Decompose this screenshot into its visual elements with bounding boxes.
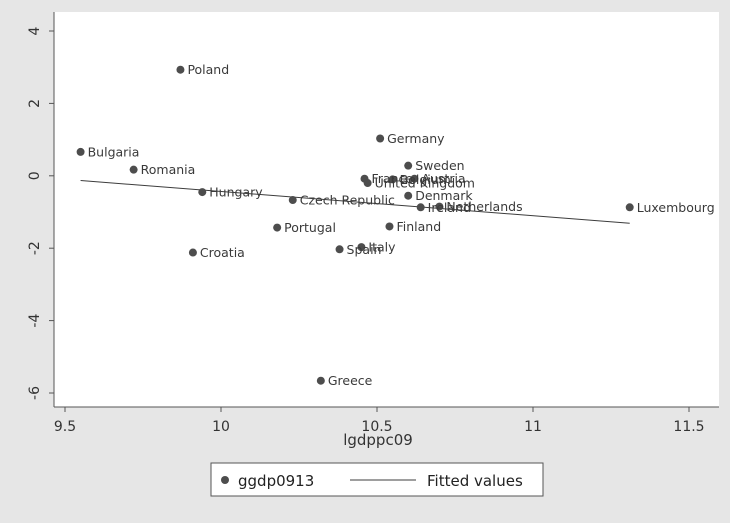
point-luxembourg — [625, 203, 634, 212]
y-tick-label-4: 4 — [27, 26, 43, 35]
point-hungary — [198, 188, 207, 197]
point-label-united-kingdom: United Kingdom — [375, 176, 475, 191]
point-ireland — [416, 203, 425, 212]
point-label-germany: Germany — [387, 131, 445, 146]
point-label-finland: Finland — [396, 219, 441, 234]
fitted-line-layer — [80, 180, 630, 224]
point-label-spain: Spain — [347, 242, 382, 257]
y-tick-label-0: 0 — [27, 171, 43, 180]
legend-marker-ggdp0913 — [221, 476, 229, 484]
y-tick-label-6: -6 — [27, 386, 43, 400]
point-label-portugal: Portugal — [284, 220, 336, 235]
legend-label-fitted-values: Fitted values — [427, 472, 523, 490]
point-label-denmark: Denmark — [415, 188, 473, 203]
point-austria — [410, 174, 419, 183]
point-denmark — [404, 191, 413, 200]
point-finland — [385, 222, 394, 231]
point-label-france: France — [372, 171, 414, 186]
x-tick-label-11: 11 — [524, 419, 542, 435]
point-belgium — [388, 175, 397, 184]
axes: 9.5 10 10.5 11 11.5 -6 -4 -2 0 2 4 — [27, 12, 719, 435]
point-label-greece: Greece — [328, 373, 373, 388]
legend: ggdp0913 Fitted values — [210, 462, 544, 497]
point-label-belgium: Belgium — [400, 172, 451, 187]
plot-area — [54, 12, 719, 407]
point-label-italy: Italy — [368, 240, 396, 255]
point-label-croatia: Croatia — [200, 245, 245, 260]
point-bulgaria — [76, 147, 85, 156]
point-romania — [129, 165, 138, 174]
point-label-sweden: Sweden — [415, 158, 464, 173]
x-tick-label-11-5: 11.5 — [673, 419, 704, 435]
y-tick-label-4: -4 — [27, 314, 43, 328]
point-greece — [316, 376, 325, 385]
point-netherlands — [435, 202, 444, 211]
point-czech-republic — [288, 196, 297, 205]
fitted-values-line — [80, 180, 630, 224]
point-label-poland: Poland — [187, 62, 229, 77]
point-italy — [357, 243, 366, 252]
legend-label-ggdp0913: ggdp0913 — [238, 472, 314, 490]
y-tick-label-2: 2 — [27, 99, 43, 108]
point-label-austria: Austria — [421, 171, 465, 186]
point-label-romania: Romania — [141, 162, 196, 177]
point-poland — [176, 65, 185, 74]
point-portugal — [273, 223, 282, 232]
points-layer — [76, 65, 634, 385]
point-label-hungary: Hungary — [209, 185, 263, 200]
point-united-kingdom — [363, 179, 372, 188]
y-tick-label-2: -2 — [27, 241, 43, 255]
point-label-luxembourg: Luxembourg — [637, 200, 715, 215]
point-label-czech-republic: Czech Republic — [300, 193, 395, 208]
point-label-bulgaria: Bulgaria — [88, 144, 140, 159]
x-tick-label-10-5: 10.5 — [361, 419, 392, 435]
x-tick-label-10: 10 — [212, 419, 230, 435]
point-label-ireland: Ireland — [428, 200, 471, 215]
x-tick-label-9-5: 9.5 — [54, 419, 76, 435]
point-label-netherlands: Netherlands — [446, 199, 522, 214]
x-axis-title: lgdppc09 — [343, 431, 413, 449]
point-spain — [335, 245, 344, 254]
point-sweden — [404, 161, 413, 170]
point-croatia — [188, 248, 197, 257]
point-germany — [376, 134, 385, 143]
